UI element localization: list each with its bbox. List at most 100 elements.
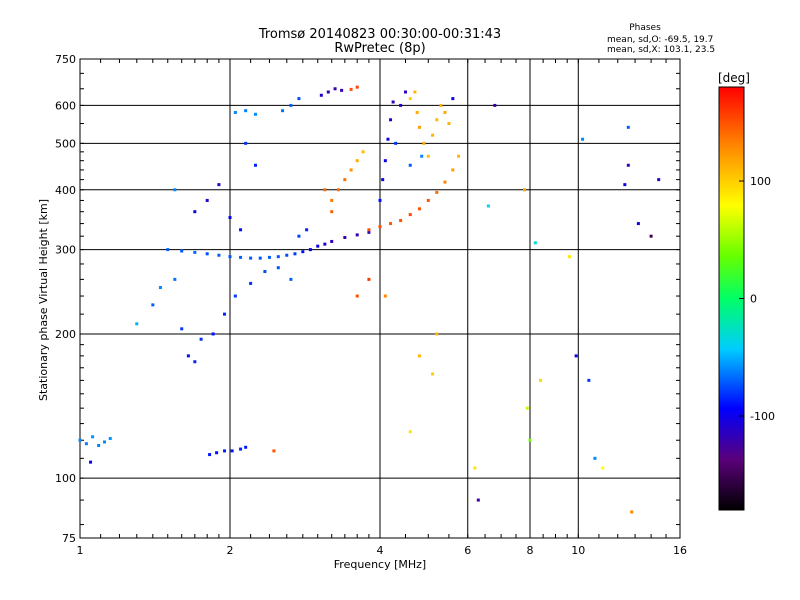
data-point	[636, 222, 640, 226]
data-point	[349, 168, 353, 172]
data-point	[493, 103, 497, 107]
x-tick-label: 2	[227, 544, 234, 557]
data-point	[386, 137, 390, 141]
data-point	[581, 137, 585, 141]
data-point	[244, 445, 248, 449]
data-point	[253, 163, 257, 167]
data-point	[297, 234, 301, 238]
stats-x-line: mean, sd,X: 103.1, 23.5	[607, 45, 715, 55]
data-point	[378, 225, 382, 229]
data-point	[199, 337, 203, 341]
data-point	[408, 97, 412, 101]
data-point	[435, 190, 439, 194]
data-point	[244, 109, 248, 113]
data-point	[135, 322, 139, 326]
data-point	[355, 233, 359, 237]
data-point	[417, 125, 421, 129]
data-point	[281, 109, 285, 113]
data-point	[367, 228, 371, 232]
data-point	[323, 188, 327, 192]
data-point	[78, 438, 82, 442]
data-point	[239, 447, 243, 451]
data-point	[349, 87, 353, 91]
data-point	[228, 255, 232, 259]
data-point	[593, 456, 597, 460]
data-point	[193, 250, 197, 254]
data-point	[539, 378, 543, 382]
y-tick-label: 400	[55, 184, 76, 197]
data-point	[378, 198, 382, 202]
data-point	[217, 183, 221, 187]
data-point	[263, 270, 267, 274]
data-point	[239, 228, 243, 232]
data-point	[457, 154, 461, 158]
data-point	[180, 327, 184, 331]
x-tick-label: 1	[77, 544, 84, 557]
data-point	[186, 354, 190, 358]
data-point	[103, 440, 107, 444]
data-point	[528, 438, 532, 442]
data-point	[330, 198, 334, 202]
y-tick-label: 300	[55, 244, 76, 257]
data-point	[435, 118, 439, 122]
data-point	[289, 103, 293, 107]
data-point	[166, 248, 170, 252]
data-point	[326, 90, 330, 94]
data-point	[367, 230, 371, 234]
data-point	[447, 122, 451, 126]
colorbar-tick-label: -100	[750, 410, 775, 423]
data-point	[389, 118, 393, 122]
data-point	[525, 406, 529, 410]
data-point	[523, 188, 527, 192]
data-point	[276, 255, 280, 259]
data-point	[574, 354, 578, 358]
data-point	[330, 210, 334, 214]
data-point	[316, 244, 320, 248]
data-point	[108, 437, 112, 441]
data-point	[84, 442, 88, 446]
data-point	[355, 294, 359, 298]
grid-lines	[80, 59, 680, 538]
data-point	[626, 125, 630, 129]
data-point	[173, 188, 177, 192]
data-point	[258, 256, 262, 260]
data-point	[272, 449, 276, 453]
colorbar-tick-label: 0	[750, 293, 757, 306]
data-point	[305, 228, 309, 232]
data-point	[361, 150, 365, 154]
data-point	[417, 354, 421, 358]
x-tick-labels: 1 2 4 6 8 10 16	[77, 544, 688, 557]
data-point	[403, 90, 407, 94]
data-point	[417, 207, 421, 211]
data-point	[228, 216, 232, 220]
data-point	[413, 90, 417, 94]
data-point	[451, 168, 455, 172]
data-point	[443, 180, 447, 184]
data-point	[399, 219, 403, 223]
data-point	[244, 141, 248, 145]
x-tick-label: 8	[527, 544, 534, 557]
data-point	[567, 255, 571, 259]
data-point	[439, 103, 443, 107]
data-point	[205, 252, 209, 256]
data-point	[233, 110, 237, 114]
y-tick-label: 600	[55, 99, 76, 112]
colorbar-ticks: 100 0 -100	[739, 175, 775, 423]
data-point	[239, 255, 243, 259]
data-point	[151, 303, 155, 307]
data-point	[343, 235, 347, 239]
x-tick-label: 10	[571, 544, 585, 557]
stats-o-line: mean, sd,O: -69.5, 19.7	[607, 35, 713, 45]
data-point	[233, 294, 237, 298]
data-point	[601, 466, 605, 470]
data-point	[333, 87, 337, 91]
data-point	[533, 241, 537, 245]
data-point	[408, 163, 412, 167]
data-point	[657, 178, 661, 182]
data-point	[91, 435, 95, 439]
data-point	[208, 453, 212, 457]
data-point	[223, 312, 227, 316]
data-point	[451, 97, 455, 101]
